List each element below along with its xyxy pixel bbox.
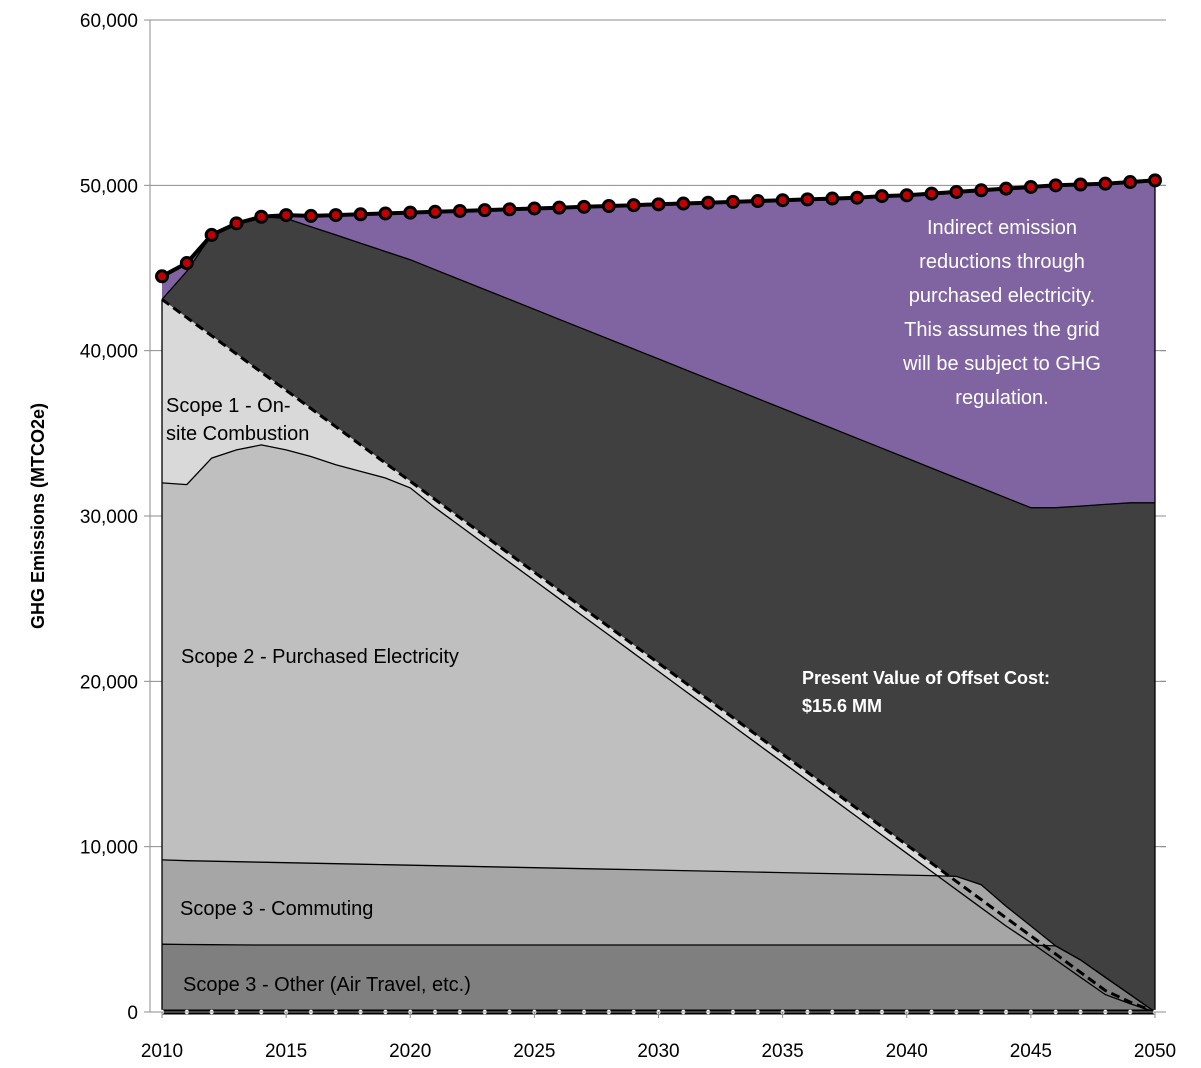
y-tick-label: 10,000 <box>80 838 138 859</box>
total-marker <box>229 216 244 231</box>
total-marker <box>974 183 989 198</box>
total-marker <box>477 203 492 218</box>
total-marker <box>502 202 517 217</box>
total-marker <box>403 205 418 220</box>
total-marker <box>378 206 393 221</box>
label-scope1-line2: site Combustion <box>166 423 309 445</box>
label-indirect-line: purchased electricity. <box>909 285 1095 307</box>
label-scope1-line1: Scope 1 - On- <box>166 395 291 417</box>
total-marker <box>725 194 740 209</box>
x-tick-label: 2045 <box>1010 1041 1052 1062</box>
x-tick-label: 2015 <box>265 1041 307 1062</box>
label-layer: GHG Emissions (MTCO2e) Scope 3 - Other (A… <box>28 217 1101 996</box>
total-marker <box>999 181 1014 196</box>
label-indirect-line: regulation. <box>955 387 1048 409</box>
scope3-other-area <box>162 944 1155 1012</box>
x-tick-label: 2050 <box>1134 1041 1176 1062</box>
total-marker <box>1073 177 1088 192</box>
total-marker <box>1023 179 1038 194</box>
y-tick-label: 30,000 <box>80 507 138 528</box>
label-indirect-line: This assumes the grid <box>904 319 1100 341</box>
scope3-other-line <box>161 943 1156 1013</box>
y-tick-label: 0 <box>127 1003 138 1024</box>
target-dashed-line <box>161 298 1156 1014</box>
total-marker <box>279 208 294 223</box>
label-indirect-line: reductions through <box>919 251 1085 273</box>
x-tick-label: 2020 <box>389 1041 431 1062</box>
area-layer <box>162 180 1155 1012</box>
label-scope3-other: Scope 3 - Other (Air Travel, etc.) <box>183 974 471 996</box>
y-tick-label: 40,000 <box>80 342 138 363</box>
total-marker <box>601 199 616 213</box>
total-marker <box>874 189 889 204</box>
x-tick-label: 2030 <box>637 1041 679 1062</box>
scope3-commuting-area <box>162 859 1155 1012</box>
label-indirect-line: will be subject to GHG <box>902 353 1101 375</box>
total-marker <box>328 208 343 223</box>
label-offset-cost-line1: Present Value of Offset Cost: <box>802 668 1050 688</box>
label-scope2: Scope 2 - Purchased Electricity <box>181 646 459 668</box>
x-tick-label: 2035 <box>761 1041 803 1062</box>
y-tick-label: 20,000 <box>80 672 138 693</box>
y-tick-label: 50,000 <box>80 176 138 197</box>
total-marker <box>1148 173 1162 188</box>
total-marker <box>676 196 691 211</box>
offset-line <box>161 216 1155 509</box>
scope2-area <box>162 444 1155 1012</box>
total-marker <box>701 195 716 210</box>
total-marker <box>452 203 467 218</box>
total-marker <box>1123 175 1138 190</box>
label-offset-cost-line2: $15.6 MM <box>802 696 882 716</box>
total-marker <box>155 269 169 284</box>
label-scope3-commuting: Scope 3 - Commuting <box>180 898 373 920</box>
total-marker <box>577 199 592 214</box>
total-marker <box>353 207 368 222</box>
y-tick-label: 60,000 <box>80 11 138 32</box>
total-marker <box>949 184 964 199</box>
total-marker <box>1098 176 1113 191</box>
x-tick-label: 2010 <box>141 1041 183 1062</box>
total-marker <box>626 198 641 213</box>
total-marker <box>204 227 219 242</box>
total-marker <box>179 256 194 271</box>
total-marker <box>254 209 269 224</box>
scope2-line <box>161 444 1156 1013</box>
total-marker <box>552 200 567 215</box>
total-marker <box>527 201 542 216</box>
total-marker <box>800 192 815 207</box>
total-marker <box>924 186 939 201</box>
total-marker <box>750 194 765 209</box>
indirect-reduction-area <box>162 180 1155 508</box>
total-marker <box>428 204 443 219</box>
total-marker <box>1048 178 1063 193</box>
y-axis-title: GHG Emissions (MTCO2e) <box>28 403 48 629</box>
x-tick-label: 2025 <box>513 1041 555 1062</box>
total-marker <box>651 197 666 212</box>
total-marker <box>303 208 318 223</box>
offset-area <box>162 216 1155 1012</box>
x-tick-label: 2040 <box>886 1041 928 1062</box>
total-marker <box>899 188 914 203</box>
axis-layer: 0 10,000 20,000 30,000 40,000 50,000 60,000 201… <box>80 11 1176 1062</box>
total-marker <box>850 190 865 205</box>
marker-layer <box>155 173 1162 1015</box>
total-marker <box>775 193 790 208</box>
total-marker <box>825 191 840 206</box>
label-indirect-line: Indirect emission <box>927 217 1077 239</box>
scope3-commuting-line <box>161 859 1156 1013</box>
